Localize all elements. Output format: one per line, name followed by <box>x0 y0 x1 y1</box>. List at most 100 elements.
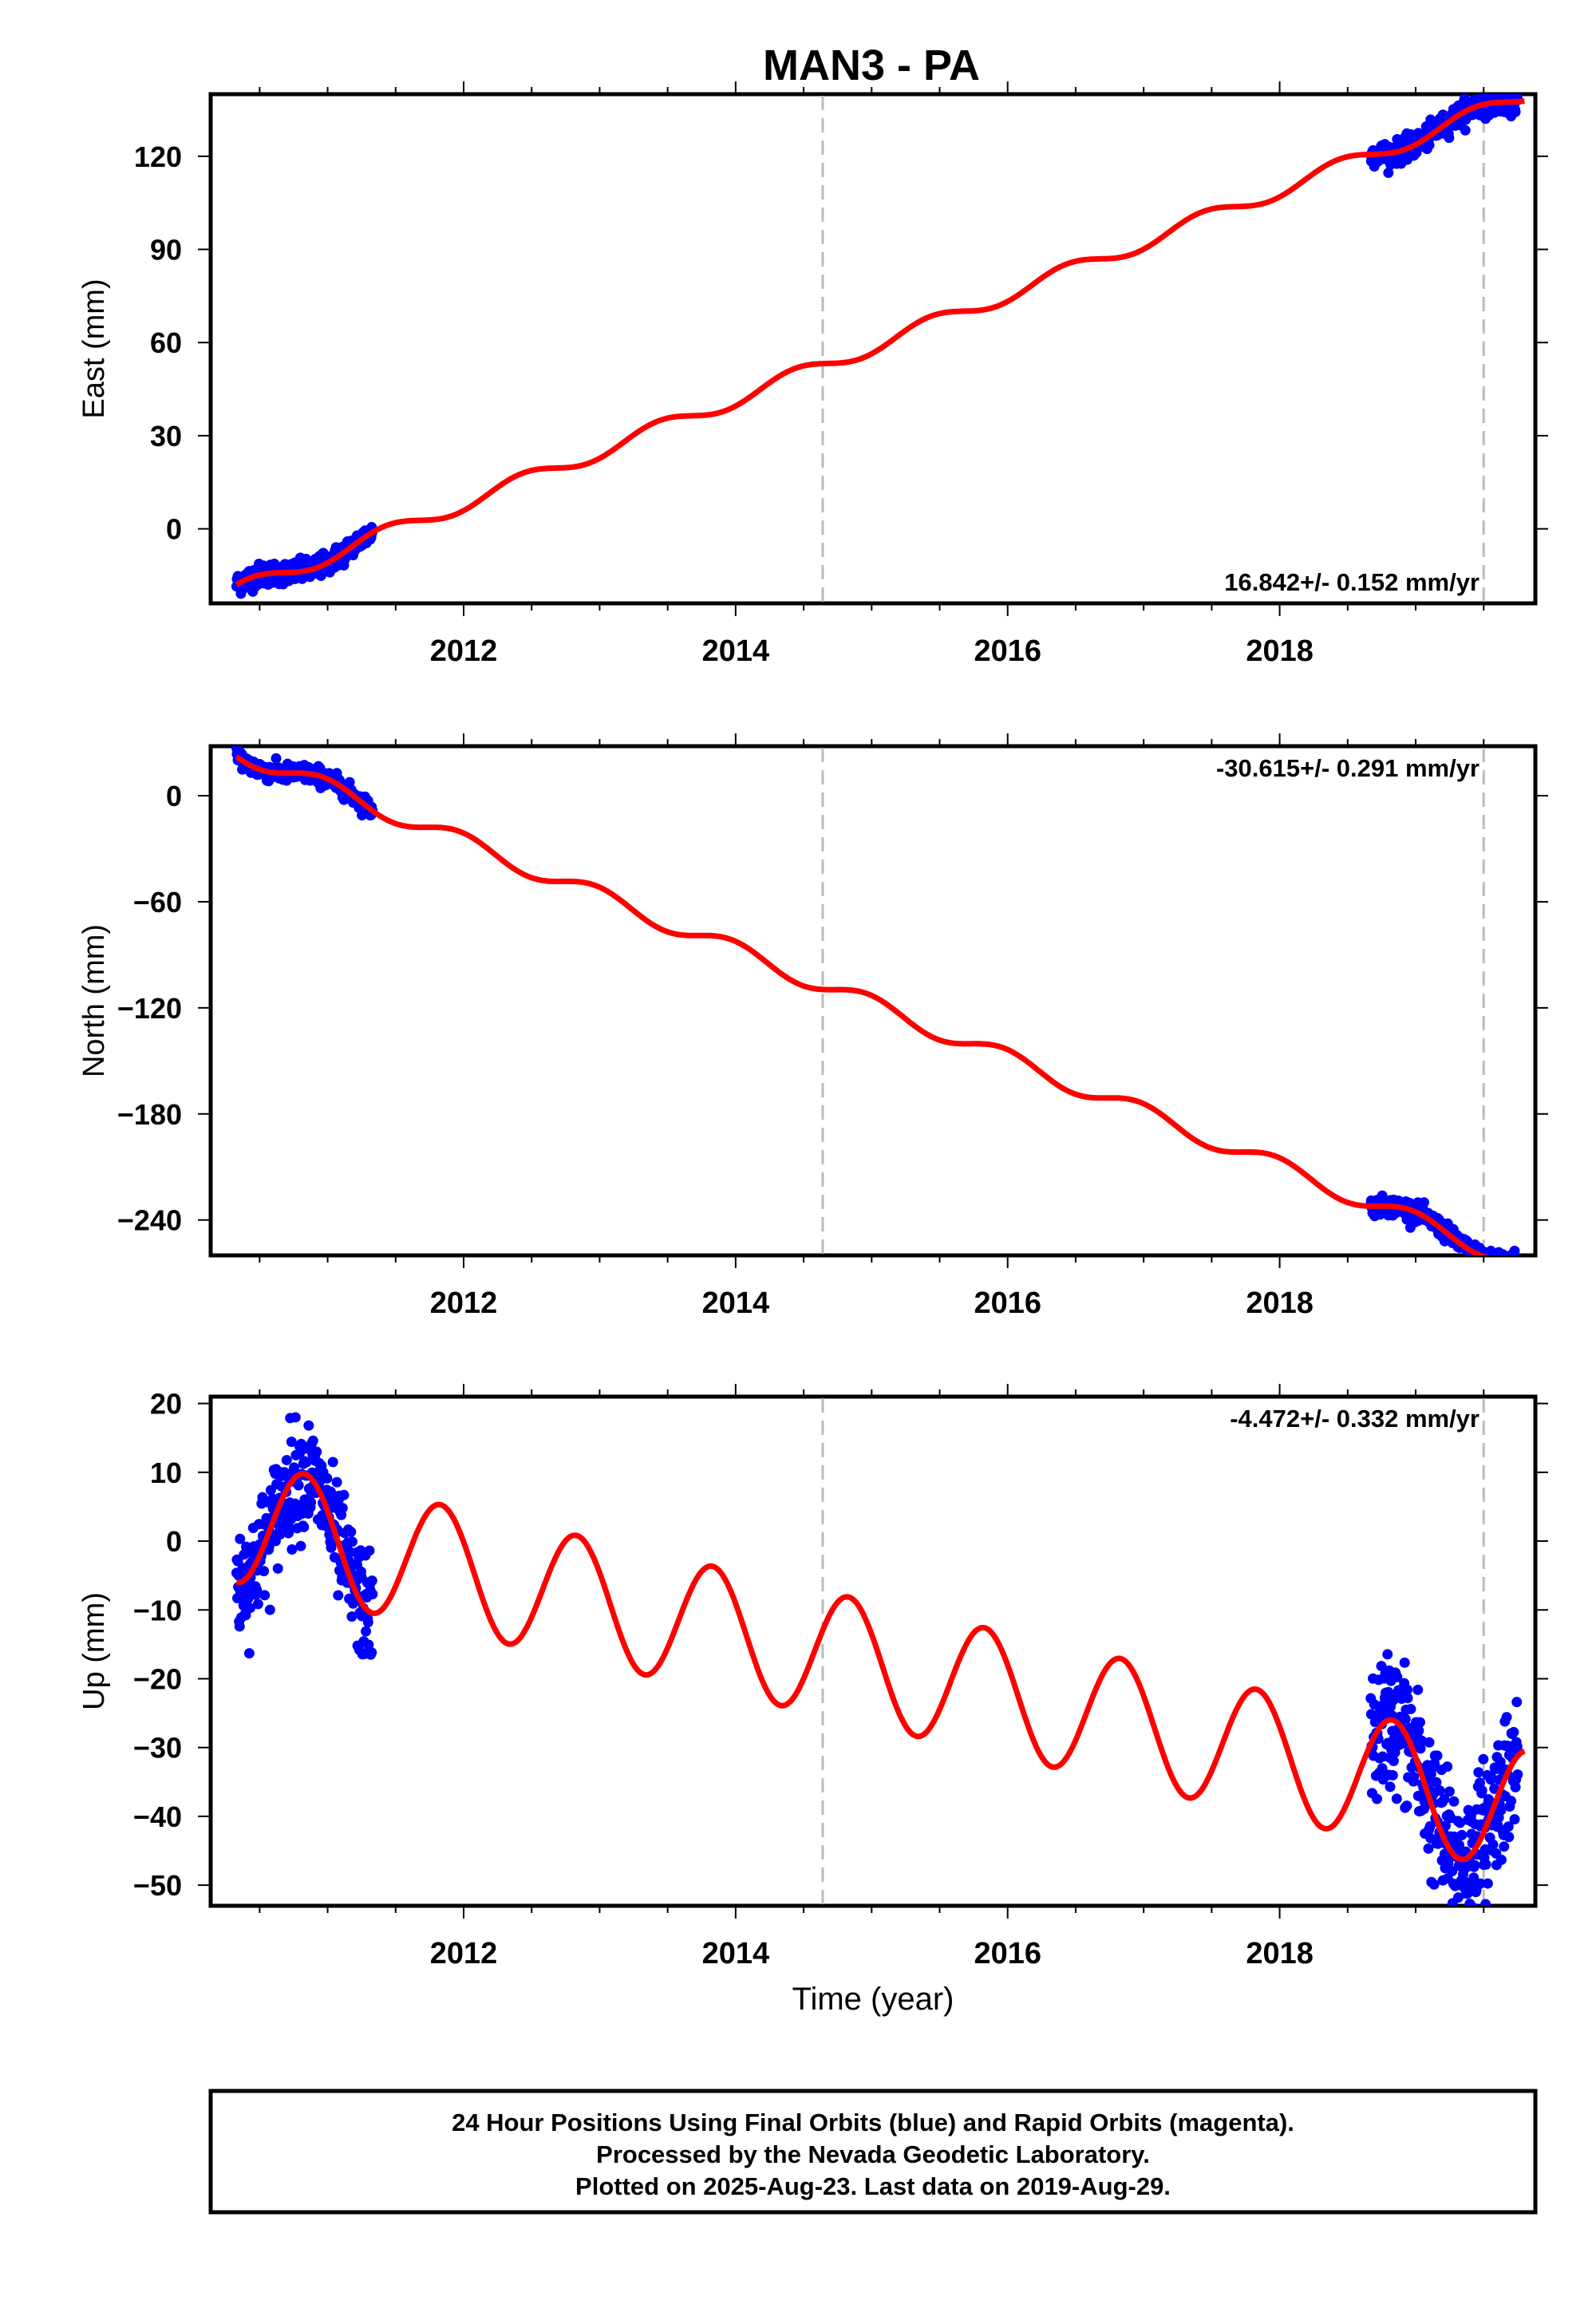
up-data-point <box>346 1536 358 1547</box>
north-data-point <box>1418 1197 1429 1208</box>
north-data-point <box>1492 1257 1503 1267</box>
up-x-tick-label: 2012 <box>430 1937 498 1970</box>
up-data-point <box>306 1496 317 1508</box>
up-y-tick-label: −10 <box>133 1594 182 1626</box>
figure-title: MAN3 - PA <box>763 41 980 89</box>
up-data-point <box>244 1603 255 1614</box>
north-data-point <box>1489 1259 1499 1269</box>
east-data-point <box>1424 140 1435 151</box>
up-y-tick-label: −50 <box>133 1869 182 1902</box>
east-x-tick-label: 2016 <box>974 634 1041 668</box>
up-data-point <box>366 1647 377 1658</box>
east-y-tick-label: 120 <box>134 140 182 173</box>
up-data-point <box>1442 1761 1453 1773</box>
up-data-point <box>1452 1908 1463 1919</box>
up-data-point <box>1503 1832 1515 1843</box>
up-data-point <box>311 1446 322 1457</box>
north-data-point <box>1512 1258 1523 1268</box>
east-data-point <box>1510 106 1521 117</box>
east-data-point <box>1460 124 1471 136</box>
east-y-axis-label: East (mm) <box>77 279 111 418</box>
up-panel: 2012 2014 2016 2018 20 10 0 −10 −20 −30 −40 −50 Up (… <box>77 1384 1548 2017</box>
north-data-point <box>1499 1256 1510 1267</box>
footer-line-3: Plotted on 2025-Aug-23. Last data on 201… <box>575 2172 1171 2200</box>
north-x-tick-label: 2018 <box>1246 1286 1314 1320</box>
north-data-point <box>1493 1257 1503 1267</box>
up-data-point <box>252 1599 263 1610</box>
north-data-point <box>271 753 282 764</box>
north-model-curve <box>235 754 1490 1255</box>
north-data-point <box>1506 1257 1516 1267</box>
east-data-point <box>1383 168 1394 179</box>
up-data-point <box>1452 1892 1464 1903</box>
up-data-point <box>1474 1927 1484 1937</box>
north-data-point <box>1477 1259 1487 1270</box>
up-data-point <box>366 1575 377 1587</box>
up-data-point <box>1468 1872 1479 1883</box>
east-y-tick-label: 30 <box>150 420 182 453</box>
up-data-point <box>281 1455 292 1466</box>
up-data-point <box>1402 1684 1413 1695</box>
up-data-point <box>235 1533 246 1544</box>
up-data-point <box>337 1503 348 1514</box>
up-data-point <box>1511 1697 1523 1708</box>
up-data-point <box>1423 1843 1434 1854</box>
up-data-point <box>1387 1769 1398 1780</box>
up-data-point <box>1444 1786 1455 1797</box>
up-x-tick-label: 2018 <box>1246 1937 1314 1970</box>
up-data-point <box>1439 1793 1450 1804</box>
up-data-point <box>1456 1829 1468 1840</box>
up-data-point <box>259 1590 271 1601</box>
up-data-point <box>1495 1804 1507 1816</box>
east-model-curve <box>235 98 1527 587</box>
up-data-point <box>1499 1841 1510 1852</box>
north-data-point <box>1508 1262 1519 1272</box>
north-data-point <box>1499 1259 1509 1270</box>
up-data-point <box>1429 1758 1440 1769</box>
up-data-point <box>1400 1713 1411 1725</box>
north-data-point <box>1485 1258 1495 1268</box>
up-data-point <box>1424 1737 1435 1748</box>
east-x-tick-label: 2018 <box>1246 634 1314 668</box>
up-data-point <box>1478 1753 1489 1765</box>
up-data-point <box>1512 1769 1523 1780</box>
up-data-point <box>259 1566 270 1577</box>
up-data-point <box>1510 1781 1521 1792</box>
up-data-point <box>1424 1820 1436 1832</box>
up-data-point <box>295 1540 306 1551</box>
up-data-point <box>362 1617 373 1628</box>
up-data-point <box>1412 1684 1424 1695</box>
up-data-point <box>1376 1661 1387 1672</box>
up-data-point <box>1377 1763 1388 1774</box>
up-data-point <box>1495 1757 1506 1768</box>
north-data-point <box>1510 1258 1520 1268</box>
north-rate-label: -30.615+/- 0.291 mm/yr <box>1216 754 1479 782</box>
up-data-point <box>303 1420 314 1431</box>
up-data-point <box>1506 1796 1517 1807</box>
up-data-point <box>1402 1693 1413 1704</box>
x-axis-label: Time (year) <box>792 1982 954 2017</box>
up-data-point <box>327 1456 338 1468</box>
north-data-point <box>1499 1259 1509 1269</box>
up-data-point <box>243 1648 255 1659</box>
up-y-axis-label: Up (mm) <box>77 1592 111 1710</box>
up-data-point <box>346 1527 357 1538</box>
up-data-point <box>1480 1899 1491 1906</box>
north-data-point <box>1503 1258 1513 1268</box>
north-data-point <box>1476 1258 1487 1268</box>
up-rate-label: -4.472+/- 0.332 mm/yr <box>1230 1405 1479 1433</box>
east-y-tick-label: 60 <box>150 326 182 359</box>
up-data-point <box>1388 1756 1399 1767</box>
up-data-point <box>301 1456 312 1468</box>
east-panel: 2012 2014 2016 2018 0 30 60 90 120 East (mm) 16.84… <box>77 81 1548 668</box>
north-data-point <box>1504 1263 1515 1273</box>
up-data-point <box>1473 1767 1484 1778</box>
up-data-point <box>1392 1671 1403 1682</box>
east-y-tick-label: 90 <box>150 234 182 267</box>
up-data-point <box>1413 1725 1424 1736</box>
up-data-point <box>289 1462 300 1473</box>
east-data-point <box>1425 114 1436 125</box>
up-data-point <box>272 1563 283 1574</box>
footer-line-1: 24 Hour Positions Using Final Orbits (bl… <box>452 2109 1294 2136</box>
up-data-point <box>1431 1777 1442 1788</box>
